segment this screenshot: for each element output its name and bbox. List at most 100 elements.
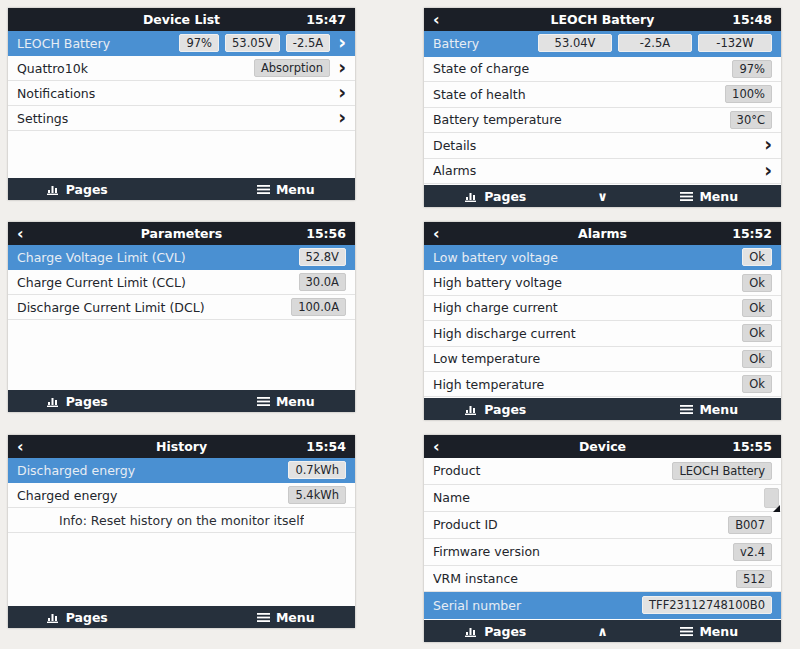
hamburger-icon	[257, 612, 270, 623]
empty-area	[8, 320, 355, 390]
serial-badge: TFF23112748100B0	[642, 596, 772, 614]
item-label: High temperature	[433, 377, 736, 392]
list-item-cvl[interactable]: Charge Voltage Limit (CVL) 52.8V	[8, 245, 355, 270]
value-badge: 5.4kWh	[288, 486, 346, 504]
back-icon[interactable]: ‹	[17, 226, 35, 242]
list-item-vrm-instance[interactable]: VRM instance 512	[424, 566, 781, 593]
list-item-battery[interactable]: Battery 53.04V -2.5A -132W	[424, 31, 781, 57]
menu-button[interactable]: Menu	[217, 178, 356, 200]
list-item-details[interactable]: Details ›	[424, 133, 781, 159]
value-badge: 30°C	[730, 111, 772, 129]
item-label: Charge Current Limit (CCL)	[17, 275, 293, 290]
state-badge: Absorption	[254, 59, 330, 77]
value-badge: LEOCH Battery	[672, 462, 772, 480]
pages-button[interactable]: Pages	[8, 178, 147, 200]
back-icon[interactable]: ‹	[433, 12, 451, 28]
list-item-high-temperature[interactable]: High temperature Ok	[424, 372, 781, 397]
pages-button[interactable]: Pages	[8, 606, 147, 628]
clock: 15:54	[306, 439, 346, 454]
list-item-firmware-version[interactable]: Firmware version v2.4	[424, 539, 781, 566]
list-item-high-battery-voltage[interactable]: High battery voltage Ok	[424, 270, 781, 295]
list-item-dcl[interactable]: Discharge Current Limit (DCL) 100.0A	[8, 295, 355, 320]
chevron-up-icon[interactable]: ∧	[568, 620, 638, 642]
menu-label: Menu	[276, 394, 315, 409]
list-item-state-of-charge[interactable]: State of charge 97%	[424, 57, 781, 83]
back-icon[interactable]: ‹	[433, 439, 451, 455]
page-title: LEOCH Battery	[424, 12, 781, 27]
footer-bar: Pages Menu	[8, 390, 355, 412]
item-label: Alarms	[433, 163, 756, 178]
info-text: Info: Reset history on the monitor itsel…	[59, 513, 304, 528]
voltage-badge: 53.05V	[225, 34, 280, 52]
current-badge: -2.5A	[618, 34, 692, 52]
item-label: Battery temperature	[433, 112, 724, 127]
footer-center[interactable]	[147, 606, 217, 628]
value-badge: 52.8V	[299, 248, 346, 266]
pages-button[interactable]: Pages	[424, 398, 568, 420]
list-item-high-discharge-current[interactable]: High discharge current Ok	[424, 321, 781, 346]
footer-center[interactable]	[147, 178, 217, 200]
chevron-down-icon[interactable]: ∨	[568, 185, 638, 207]
menu-button[interactable]: Menu	[638, 620, 782, 642]
footer-bar: Pages Menu	[424, 398, 781, 420]
value-badge: B007	[728, 516, 772, 534]
item-label: Charge Voltage Limit (CVL)	[17, 250, 293, 265]
footer-center[interactable]	[147, 390, 217, 412]
status-badge: Ok	[742, 299, 772, 317]
list-item-charged-energy[interactable]: Charged energy 5.4kWh	[8, 483, 355, 508]
list-item-quattro10k[interactable]: Quattro10k Absorption ›	[8, 56, 355, 81]
pages-button[interactable]: Pages	[424, 185, 568, 207]
list-item-low-temperature[interactable]: Low temperature Ok	[424, 347, 781, 372]
list-item-ccl[interactable]: Charge Current Limit (CCL) 30.0A	[8, 270, 355, 295]
pages-label: Pages	[484, 189, 526, 204]
pages-button[interactable]: Pages	[8, 390, 147, 412]
pages-label: Pages	[66, 610, 108, 625]
item-label: Serial number	[433, 598, 636, 613]
menu-label: Menu	[699, 402, 738, 417]
value-badge: v2.4	[733, 543, 772, 561]
item-label: LEOCH Battery	[17, 36, 173, 51]
bar-chart-icon	[47, 611, 60, 623]
item-label: High discharge current	[433, 326, 736, 341]
list-item-leoch-battery[interactable]: LEOCH Battery 97% 53.05V -2.5A ›	[8, 31, 355, 56]
item-label: Details	[433, 138, 756, 153]
list-item-settings[interactable]: Settings ›	[8, 106, 355, 131]
list-item-high-charge-current[interactable]: High charge current Ok	[424, 296, 781, 321]
list-item-alarms[interactable]: Alarms ›	[424, 159, 781, 185]
value-badge: 100%	[725, 85, 772, 103]
list-item-battery-temperature[interactable]: Battery temperature 30°C	[424, 108, 781, 134]
list-item-state-of-health[interactable]: State of health 100%	[424, 82, 781, 108]
footer-center[interactable]	[568, 398, 638, 420]
clock: 15:55	[732, 439, 772, 454]
panel-leoch-battery: ‹ LEOCH Battery 15:48 Battery 53.04V -2.…	[424, 8, 781, 207]
list-item-notifications[interactable]: Notifications ›	[8, 81, 355, 106]
hamburger-icon	[257, 184, 270, 195]
hamburger-icon	[680, 626, 693, 637]
list-item-product[interactable]: Product LEOCH Battery	[424, 458, 781, 485]
bar-chart-icon	[47, 395, 60, 407]
back-icon[interactable]: ‹	[17, 439, 35, 455]
menu-button[interactable]: Menu	[217, 606, 356, 628]
list-item-name[interactable]: Name	[424, 485, 781, 512]
clock: 15:56	[306, 226, 346, 241]
menu-button[interactable]: Menu	[638, 185, 782, 207]
name-input[interactable]	[764, 488, 779, 508]
item-label: VRM instance	[433, 571, 730, 586]
pages-button[interactable]: Pages	[424, 620, 568, 642]
pages-label: Pages	[484, 624, 526, 639]
menu-button[interactable]: Menu	[638, 398, 782, 420]
list-item-low-battery-voltage[interactable]: Low battery voltage Ok	[424, 245, 781, 270]
list-item-serial-number[interactable]: Serial number TFF23112748100B0	[424, 592, 781, 619]
list-item-discharged-energy[interactable]: Discharged energy 0.7kWh	[8, 458, 355, 483]
item-label: High battery voltage	[433, 275, 736, 290]
menu-button[interactable]: Menu	[217, 390, 356, 412]
titlebar: Device List 15:47	[8, 8, 355, 31]
item-label: Discharge Current Limit (DCL)	[17, 300, 285, 315]
footer-bar: Pages Menu	[8, 606, 355, 628]
status-badge: Ok	[742, 324, 772, 342]
footer-bar: Pages ∨ Menu	[424, 185, 781, 207]
power-badge: -132W	[698, 34, 772, 52]
clock: 15:47	[306, 12, 346, 27]
list-item-product-id[interactable]: Product ID B007	[424, 512, 781, 539]
back-icon[interactable]: ‹	[433, 226, 451, 242]
